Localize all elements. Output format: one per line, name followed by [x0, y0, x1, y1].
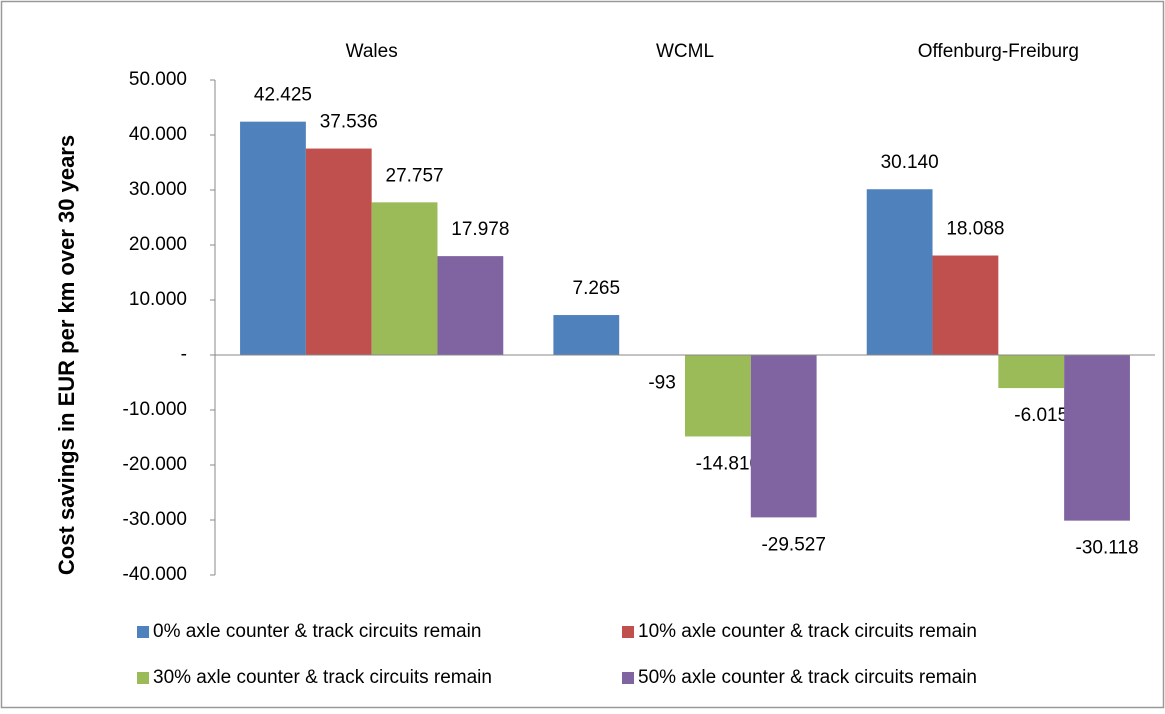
y-axis-title: Cost savings in EUR per km over 30 years [54, 135, 79, 575]
data-label: -14.810 [696, 453, 760, 474]
y-tick-label: - [181, 344, 187, 365]
bar [371, 202, 438, 355]
y-tick-label: 30.000 [129, 179, 187, 200]
bar [240, 121, 306, 355]
legend-label: 30% axle counter & track circuits remain [153, 667, 492, 688]
data-label: 7.265 [573, 278, 621, 299]
category-label: Offenburg-Freiburg [918, 41, 1079, 62]
y-tick-label: 40.000 [129, 124, 187, 145]
legend-swatch [622, 626, 634, 638]
category-label: Wales [346, 41, 398, 62]
y-tick-label: -40.000 [123, 564, 187, 585]
data-label: 18.088 [946, 219, 1004, 240]
bar [932, 255, 999, 355]
legend-swatch [137, 672, 149, 684]
bar [866, 189, 933, 355]
legend-label: 50% axle counter & track circuits remain [638, 667, 977, 688]
data-label: 37.536 [320, 112, 378, 133]
y-tick-label: 50.000 [129, 69, 187, 90]
y-tick-label: 20.000 [129, 234, 187, 255]
y-tick-label: -30.000 [123, 509, 187, 530]
bar [750, 355, 817, 518]
y-tick-label: -20.000 [123, 454, 187, 475]
data-label: -30.118 [1076, 538, 1139, 559]
bar [1064, 355, 1130, 521]
data-label: -93 [648, 373, 675, 394]
bar [685, 355, 751, 437]
bar [305, 148, 372, 355]
bar [553, 315, 620, 355]
data-label: 30.140 [881, 152, 939, 173]
legend-label: 0% axle counter & track circuits remain [153, 621, 481, 642]
data-label: 42.425 [254, 85, 312, 106]
y-tick-label: 10.000 [129, 289, 187, 310]
data-label: 17.978 [451, 219, 509, 240]
category-label: WCML [656, 41, 714, 62]
data-label: 27.757 [386, 165, 444, 186]
data-label: -29.527 [761, 534, 825, 555]
bar [437, 256, 504, 355]
legend-swatch [137, 626, 149, 638]
bar [998, 355, 1065, 389]
legend-swatch [622, 672, 634, 684]
data-label: -6.015 [1014, 405, 1068, 426]
y-tick-label: -10.000 [123, 399, 187, 420]
legend-label: 10% axle counter & track circuits remain [638, 621, 977, 642]
